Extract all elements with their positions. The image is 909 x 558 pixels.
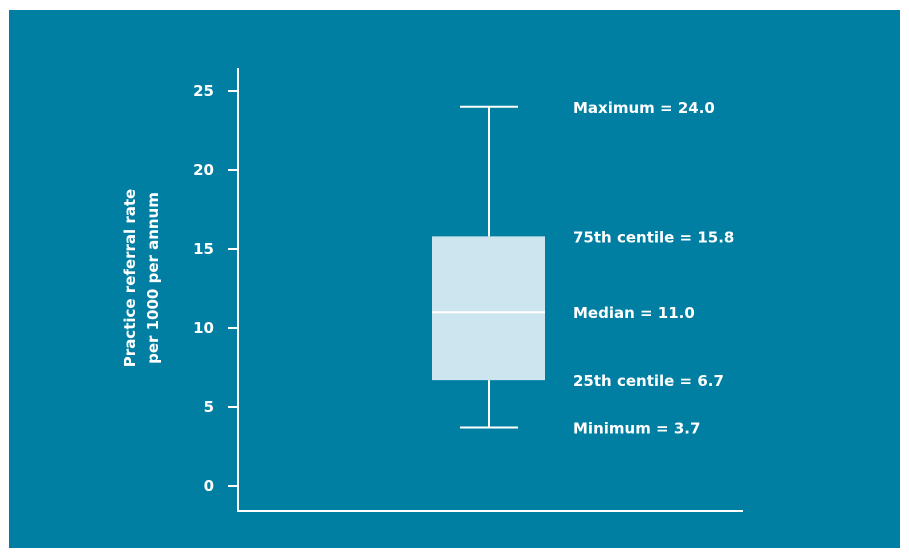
median-label: Median = 11.0 [573, 304, 695, 322]
y-tick-label: 5 [204, 398, 214, 416]
y-axis-title: Practice referral rate per 1000 per annu… [121, 189, 162, 367]
q3-label: 75th centile = 15.8 [573, 228, 734, 246]
maximum-label: Maximum = 24.0 [573, 99, 715, 117]
y-axis-title-line-1: Practice referral rate [121, 189, 139, 367]
box-annotations: Maximum = 24.0 75th centile = 15.8 Median … [573, 99, 734, 438]
y-ticks: 0 5 10 15 20 25 [193, 82, 238, 495]
y-tick-label: 0 [204, 477, 214, 495]
y-axis-title-line-2: per 1000 per annum [144, 192, 162, 364]
interquartile-box [432, 236, 545, 381]
minimum-label: Minimum = 3.7 [573, 420, 700, 438]
y-tick-label: 15 [193, 240, 214, 258]
y-tick-label: 25 [193, 82, 214, 100]
y-tick-label: 10 [193, 319, 214, 337]
y-tick-label: 20 [193, 161, 214, 179]
box-group [432, 105, 545, 429]
axes [237, 68, 743, 512]
q1-label: 25th centile = 6.7 [573, 372, 724, 390]
